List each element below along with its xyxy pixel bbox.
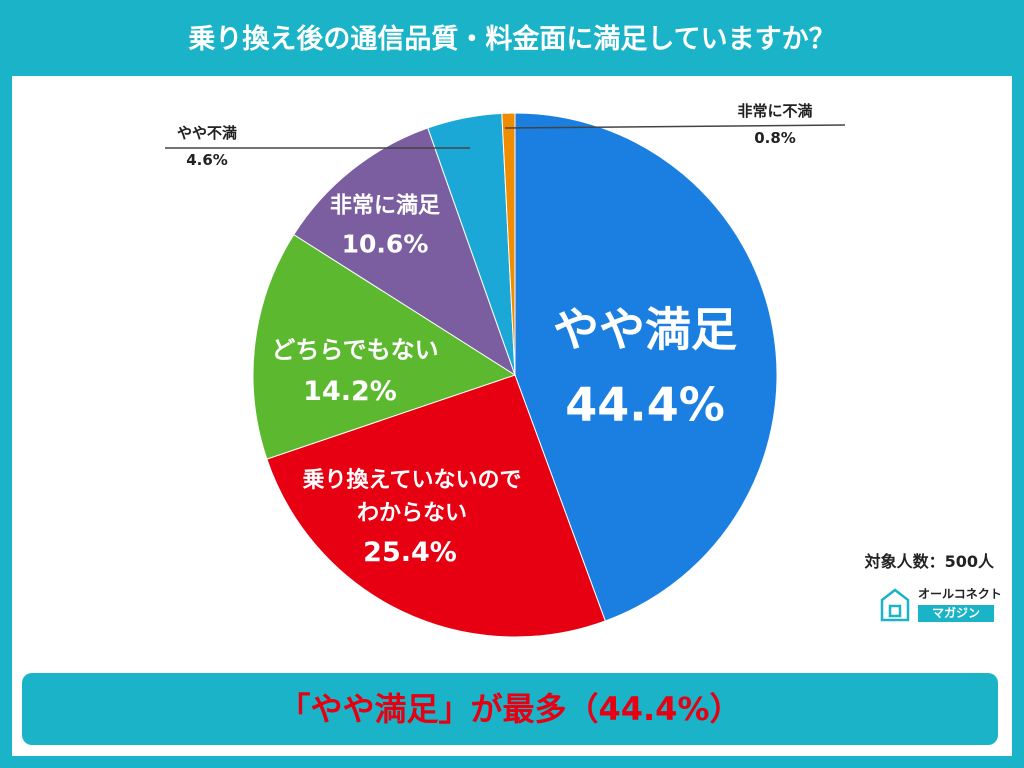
summary-banner [22, 673, 998, 745]
summary: 「やや満足」が最多（44.4%） [278, 690, 742, 728]
category-label: 乗り換えていないのでわからない [302, 468, 522, 526]
value-label: 10.6% [341, 229, 429, 259]
pie-slice [293, 127, 516, 377]
category-label: 非常に満足 [329, 193, 441, 219]
leader-line [504, 124, 846, 129]
logo-name: オールコネクト [918, 587, 1002, 601]
value-label: 44.4% [565, 377, 725, 432]
category-label: やや満足 [553, 302, 737, 357]
value-label: 14.2% [303, 375, 397, 407]
value-label: 0.8% [754, 128, 796, 147]
category-label: 非常に不満 [737, 101, 813, 120]
pie-slice [252, 233, 517, 460]
sample-size: 対象人数：500人 [864, 552, 994, 571]
pie-slice [514, 112, 778, 622]
value-label: 4.6% [186, 150, 228, 169]
value-label: 25.4% [363, 536, 457, 568]
category-label: やや不満 [176, 123, 238, 142]
chart-title: 乗り換え後の通信品質・料金面に満足していますか？ [188, 24, 836, 55]
pie-slice [501, 112, 516, 376]
category-label: どちらでもない [271, 336, 439, 364]
logo-sub: マガジン [918, 605, 994, 622]
logo-icon [880, 588, 910, 622]
pie-slice [266, 374, 606, 638]
